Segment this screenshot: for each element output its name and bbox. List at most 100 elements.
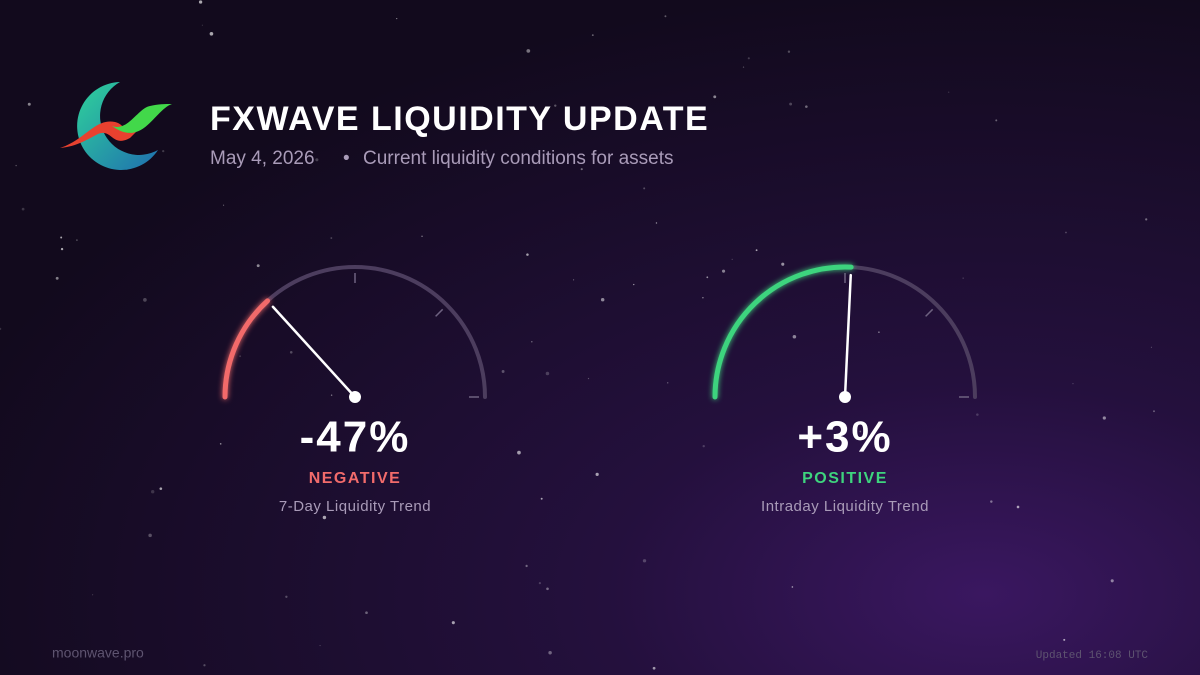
star — [595, 472, 599, 476]
star — [538, 582, 542, 585]
gauge-value-label: +3% — [797, 413, 892, 462]
star — [526, 49, 531, 53]
star — [789, 102, 793, 106]
separator: • — [343, 148, 350, 169]
star — [1063, 638, 1066, 641]
gauge-label: Intraday Liquidity Trend — [761, 498, 929, 515]
gauge-label: 7-Day Liquidity Trend — [279, 498, 431, 515]
gauge-status: NEGATIVE — [309, 470, 402, 487]
star — [15, 164, 17, 167]
gauge-tick — [435, 308, 444, 317]
star — [573, 279, 575, 281]
footer-updated: Updated 16:08 UTC — [1036, 650, 1149, 662]
star — [76, 239, 78, 241]
star — [755, 249, 758, 252]
star — [947, 91, 950, 93]
star — [995, 119, 998, 122]
star — [643, 187, 646, 190]
star — [878, 331, 880, 333]
star — [787, 50, 791, 53]
star — [791, 586, 794, 588]
logo-moon — [77, 82, 158, 170]
star — [219, 443, 222, 445]
star — [742, 66, 745, 68]
star — [600, 297, 605, 302]
star — [642, 559, 647, 563]
star — [580, 168, 583, 171]
star — [546, 587, 549, 591]
star — [706, 276, 709, 279]
star — [747, 57, 750, 60]
star — [319, 645, 321, 647]
star — [1150, 346, 1152, 348]
star — [702, 444, 705, 448]
star — [859, 430, 862, 433]
star — [1153, 410, 1155, 413]
star — [223, 204, 225, 206]
gauge-needle — [843, 273, 852, 399]
gauge-value-arc — [712, 264, 854, 400]
star — [396, 17, 398, 20]
star — [330, 394, 333, 396]
logo — [60, 82, 172, 170]
star — [21, 207, 25, 211]
star — [633, 283, 635, 286]
star — [148, 533, 152, 538]
star — [322, 515, 327, 520]
star — [1016, 505, 1020, 509]
star — [1072, 383, 1074, 385]
star — [652, 666, 656, 670]
star — [731, 258, 733, 260]
star — [1145, 218, 1148, 221]
star — [27, 102, 31, 106]
star — [365, 611, 368, 615]
star — [421, 235, 423, 237]
star — [545, 371, 550, 376]
star — [60, 247, 64, 251]
gauge-hub — [349, 391, 361, 403]
date: May 4, 2026 — [210, 148, 315, 169]
star — [451, 621, 455, 625]
star — [1102, 416, 1106, 420]
star — [805, 105, 808, 108]
star — [721, 269, 726, 273]
star — [962, 277, 964, 279]
star — [501, 370, 505, 373]
star — [990, 500, 993, 503]
star — [531, 341, 533, 343]
star — [1065, 231, 1067, 234]
star — [525, 564, 528, 568]
star — [517, 450, 521, 455]
gauge-value-arc — [222, 298, 271, 400]
star — [0, 327, 2, 330]
star — [667, 382, 669, 384]
star — [587, 377, 590, 380]
star — [713, 95, 717, 99]
star — [540, 497, 543, 500]
star — [664, 15, 667, 18]
star — [591, 34, 594, 37]
logo-wave-green — [112, 104, 172, 133]
stars — [0, 0, 1155, 670]
star — [548, 651, 552, 655]
star — [91, 594, 94, 596]
star — [315, 158, 319, 162]
gauge-value-label: -47% — [300, 413, 411, 462]
subtitle: Current liquidity conditions for assets — [363, 148, 673, 169]
star — [203, 664, 206, 667]
gauge-hub — [839, 391, 851, 403]
star — [151, 490, 155, 494]
star — [162, 149, 165, 153]
star — [792, 334, 797, 339]
star — [143, 298, 147, 302]
star — [976, 413, 979, 416]
star — [554, 104, 557, 107]
star — [209, 31, 214, 36]
star — [201, 24, 204, 26]
star — [159, 487, 163, 490]
star — [198, 0, 203, 4]
star — [526, 253, 529, 256]
